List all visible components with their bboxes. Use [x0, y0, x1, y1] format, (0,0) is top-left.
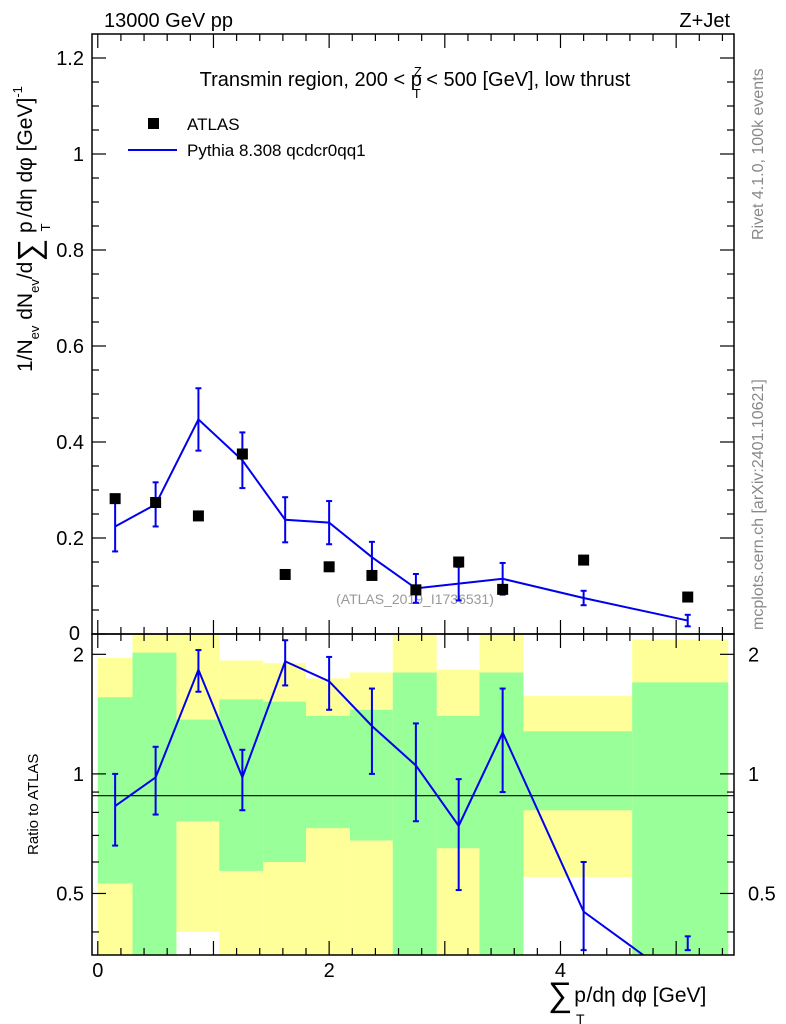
xlabel-sigma: ∑: [548, 976, 572, 1014]
atlas-point-7: [410, 584, 422, 596]
x-tick-label: 4: [555, 960, 566, 982]
green-band-bin-1: [132, 652, 177, 955]
ylabel-part-7: T: [38, 223, 53, 231]
title-sub-t: T: [413, 86, 421, 101]
rivet-label: Rivet 4.1.0, 100k events: [750, 68, 767, 240]
main-ytick-label-zero: 0: [69, 623, 80, 645]
ratio-ytick-label-right: 1: [748, 764, 759, 786]
atlas-point-9: [497, 583, 509, 595]
ratio-ytick-label-left: 2: [73, 644, 84, 666]
atlas-point-8: [453, 556, 465, 568]
title-part-2: < 500 [GeV], low thrust: [421, 69, 631, 91]
green-band-bin-2: [176, 719, 220, 822]
pythia-line: [114, 417, 688, 622]
ratio-series: [112, 639, 691, 955]
ratio-ytick-label-right: 2: [748, 644, 759, 666]
main-ytick-label: 0.2: [56, 528, 84, 550]
xlabel-sub-t: T: [576, 1011, 585, 1024]
title-part-1: Transmin region, 200 < p: [200, 69, 422, 91]
main-ytick-label: 0.6: [56, 336, 84, 358]
main-series: [109, 387, 694, 628]
ylabel-part-4: /d: [14, 262, 37, 280]
ylabel-part-0: 1/N: [14, 339, 37, 372]
ratio-line: [114, 660, 645, 955]
atlas-point-2: [192, 510, 204, 522]
green-band-bin-5: [306, 715, 350, 829]
legend-label-pythia: Pythia 8.308 qcdcr0qq1: [187, 141, 366, 160]
x-tick-label: 0: [92, 960, 103, 982]
legend-label-atlas: ATLAS: [187, 115, 240, 134]
main-y-axis-label: 1/Nev dNev/d∑ pT /dη dφ [GeV]-1: [10, 86, 53, 372]
green-band-bin-10: [523, 731, 633, 811]
xlabel-p: p: [574, 984, 586, 1007]
main-ytick-label: 1: [73, 144, 84, 166]
main-ytick-label: 0.4: [56, 432, 84, 454]
main-ytick-label: 1.2: [56, 48, 84, 70]
legend: ATLAS Pythia 8.308 qcdcr0qq1: [128, 115, 366, 160]
atlas-point-0: [109, 493, 121, 505]
green-band-bin-4: [263, 701, 306, 863]
mcplots-label: mcplots.cern.ch [arXiv:2401.10621]: [750, 379, 767, 630]
x-tick-label: 2: [324, 960, 335, 982]
ylabel-part-1: ev: [27, 325, 42, 339]
atlas-point-1: [150, 496, 162, 508]
ylabel-part-5: ∑: [11, 239, 47, 262]
energy-label: 13000 GeV pp: [104, 10, 233, 32]
ylabel-part-6: p: [14, 221, 37, 239]
green-band-bin-9: [479, 672, 524, 955]
ylabel-part-9: -1: [10, 86, 25, 98]
ylabel-part-2: dN: [14, 293, 37, 326]
title-sup-z: Z: [414, 64, 422, 79]
atlas-point-10: [578, 554, 590, 566]
green-band-bin-11: [632, 682, 729, 955]
axis-ticks: [92, 34, 734, 955]
atlas-point-6: [366, 569, 378, 581]
ratio-ytick-label-right: 0.5: [748, 883, 776, 905]
atlas-point-4: [279, 568, 291, 580]
legend-marker-atlas: [148, 118, 159, 129]
chart-title: Transmin region, 200 < pZ T < 500 [GeV], …: [200, 64, 631, 101]
atlas-point-3: [236, 448, 248, 460]
ratio-plot-frame: [91, 633, 735, 956]
xlabel-rest: /dη dφ [GeV]: [587, 984, 707, 1007]
ylabel-part-3: ev: [27, 279, 42, 293]
axis-tick-labels: 0.20.40.60.811.200 2 40.5 0.51 12 2: [56, 48, 776, 982]
green-band-bin-3: [219, 699, 264, 871]
atlas-point-5: [323, 561, 335, 573]
ratio-y-axis-label: Ratio to ATLAS: [25, 754, 42, 855]
ylabel-part-8: /dη dφ [GeV]: [14, 98, 37, 224]
ratio-ytick-label-left: 0.5: [56, 883, 84, 905]
ratio-green-band: [97, 652, 729, 955]
x-axis-label: ∑p T/dη dφ [GeV]: [548, 976, 706, 1024]
atlas-point-11: [682, 591, 694, 603]
ratio-ytick-label-left: 1: [73, 764, 84, 786]
process-label: Z+Jet: [679, 10, 730, 32]
green-band-bin-7: [392, 672, 437, 955]
main-ytick-label: 0.8: [56, 240, 84, 262]
